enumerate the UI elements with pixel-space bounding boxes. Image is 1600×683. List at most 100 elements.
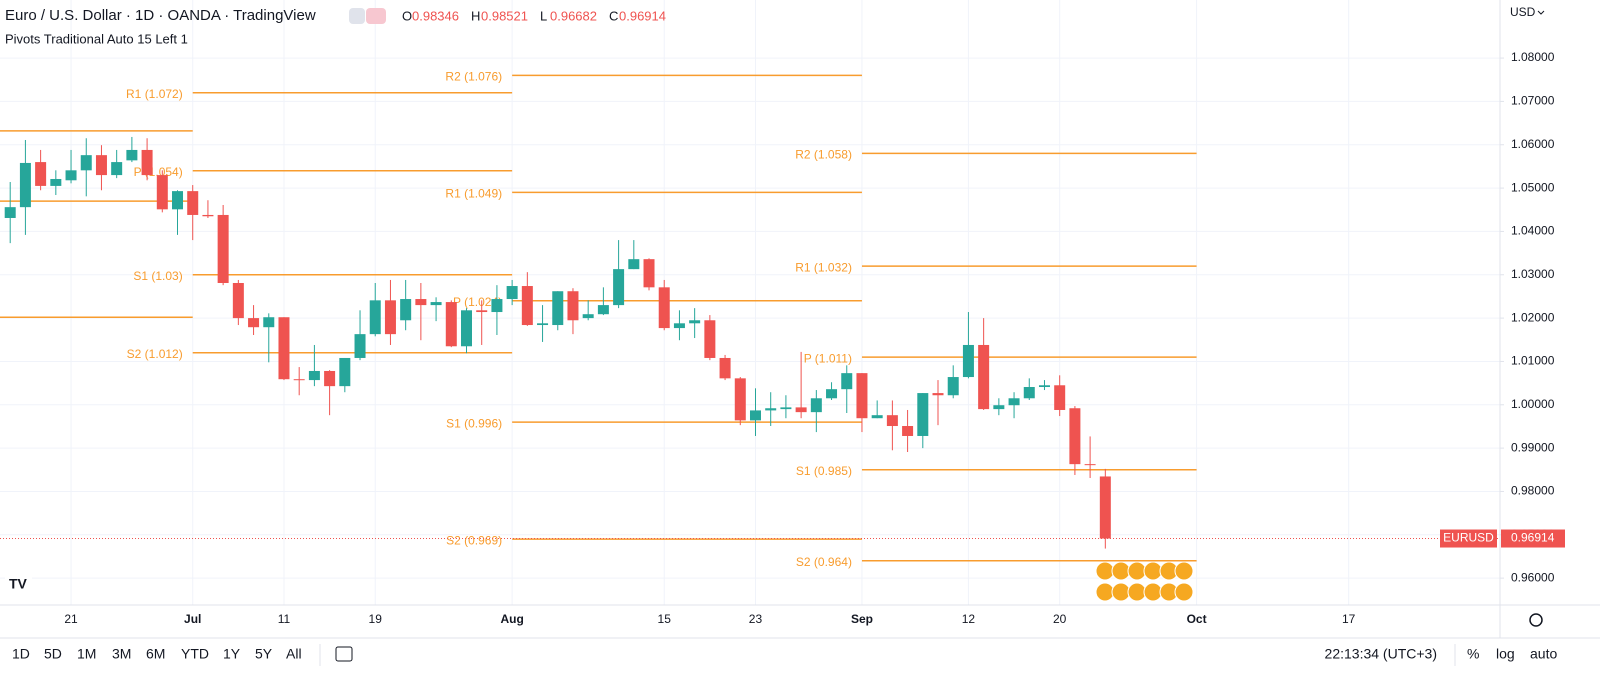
candle-body — [506, 286, 518, 300]
candle-body — [278, 317, 290, 380]
compare-button[interactable] — [366, 8, 386, 24]
chart-title: Euro / U.S. Dollar · 1D · OANDA · Tradin… — [5, 7, 316, 24]
ohlc-label: C — [609, 8, 618, 23]
pivot-label: P (1.011) — [804, 351, 852, 365]
currency[interactable]: USD — [1510, 5, 1536, 19]
candle-body — [232, 282, 244, 319]
candle-body — [445, 302, 457, 347]
y-tick-label: 1.04000 — [1511, 224, 1555, 238]
indicator-title: Pivots Traditional Auto 15 Left 1 — [5, 31, 188, 46]
candle-body — [80, 155, 92, 171]
candle-body — [689, 320, 701, 324]
y-tick-label: 1.05000 — [1511, 180, 1555, 194]
candle-body — [962, 344, 974, 378]
currency-chevron — [1537, 10, 1545, 15]
x-tick-label: Oct — [1187, 612, 1207, 626]
candle-body — [400, 299, 412, 321]
y-tick-label: 0.99000 — [1511, 440, 1555, 454]
candle-body — [947, 377, 959, 396]
pivots: R1 (1.072)P (1.054)S1 (1.03)S2 (1.012)R2… — [0, 70, 1197, 569]
y-tick-label: 1.06000 — [1511, 137, 1555, 151]
candle-body — [795, 407, 807, 413]
candle-body — [871, 415, 883, 419]
range-button[interactable]: YTD — [181, 646, 209, 662]
pivot-label: R1 (1.049) — [445, 187, 502, 201]
x-tick-label: Jul — [184, 612, 201, 626]
candle-body — [248, 318, 260, 328]
candle-body — [704, 320, 716, 358]
candle-body — [324, 370, 336, 387]
candle-body — [293, 379, 305, 381]
range-button[interactable]: 5Y — [255, 646, 273, 662]
settings-icon[interactable] — [1529, 613, 1543, 627]
candle-body — [552, 291, 564, 326]
range-button[interactable]: 1Y — [223, 646, 241, 662]
candle-body — [95, 155, 107, 176]
candle-body — [765, 408, 777, 411]
candle-body — [597, 305, 609, 315]
candle-body — [35, 162, 47, 186]
scale-option[interactable]: % — [1467, 646, 1479, 662]
toolbar: 1D 5D 1M 3M 6M YTD 1Y 5Y All 22:13:34 (UTC+3)% log… — [12, 646, 1557, 662]
y-tick-label: 1.02000 — [1511, 310, 1555, 324]
candle-body — [415, 299, 427, 306]
candle-body — [749, 410, 761, 421]
range-button[interactable]: 1M — [77, 646, 96, 662]
range-button[interactable]: 6M — [146, 646, 165, 662]
tv-logo[interactable] — [5, 573, 32, 595]
candle-body — [978, 344, 990, 410]
y-tick-label: 0.98000 — [1511, 484, 1555, 498]
candle-body — [1099, 476, 1111, 539]
symbol-tag: EURUSD — [1443, 531, 1494, 545]
candle-body — [354, 334, 366, 358]
candle-body — [369, 300, 381, 335]
candle-body — [187, 191, 199, 215]
candle-body — [1038, 385, 1050, 388]
x-tick-label: 21 — [64, 612, 78, 626]
ohlc-label: L — [540, 8, 547, 23]
candle-body — [384, 300, 396, 335]
candle-body — [111, 162, 123, 176]
candle-body — [719, 357, 731, 379]
candles — [4, 136, 1111, 549]
scale-option[interactable]: log — [1496, 646, 1515, 662]
candle-body — [1008, 398, 1020, 406]
pivot-label: P (1.024) — [453, 295, 502, 309]
pivot-label: S1 (1.03) — [133, 269, 182, 283]
y-tick-label: 1.08000 — [1511, 50, 1555, 64]
range-button[interactable]: 5D — [44, 646, 62, 662]
axes: 0.960000.970000.980000.990001.000001.010… — [0, 50, 1565, 626]
x-tick-label: 17 — [1342, 612, 1356, 626]
x-tick-label: 12 — [962, 612, 976, 626]
candle-body — [1023, 387, 1035, 399]
candle-body — [1084, 464, 1096, 466]
candle-body — [202, 214, 214, 217]
candle-body — [19, 162, 31, 208]
pivot-label: R2 (1.076) — [445, 70, 502, 84]
goto-date-icon[interactable] — [335, 646, 353, 662]
range-button[interactable]: 3M — [112, 646, 131, 662]
candle-body — [461, 310, 472, 347]
pivot-label: S1 (0.985) — [796, 464, 852, 478]
event-icons — [1095, 561, 1194, 602]
hide-button[interactable] — [349, 8, 365, 24]
range-button[interactable]: All — [286, 646, 302, 662]
candle-body — [156, 175, 168, 210]
candle-body — [932, 393, 944, 396]
candle-body — [141, 149, 153, 176]
pivot-label: S2 (0.969) — [446, 533, 502, 547]
pivot-label: S1 (0.996) — [446, 416, 502, 430]
candle-body — [537, 323, 549, 326]
scale-option[interactable]: auto — [1530, 646, 1557, 662]
candle-body — [613, 269, 625, 306]
candle-body — [172, 191, 184, 210]
candle-body — [263, 317, 275, 328]
y-tick-label: 1.00000 — [1511, 397, 1555, 411]
candle-body — [582, 314, 594, 319]
candle-body — [476, 310, 488, 313]
ohlc-label: H — [471, 8, 480, 23]
range-button[interactable]: 1D — [12, 646, 30, 662]
candle-body — [50, 178, 62, 186]
candle-body — [734, 378, 746, 421]
